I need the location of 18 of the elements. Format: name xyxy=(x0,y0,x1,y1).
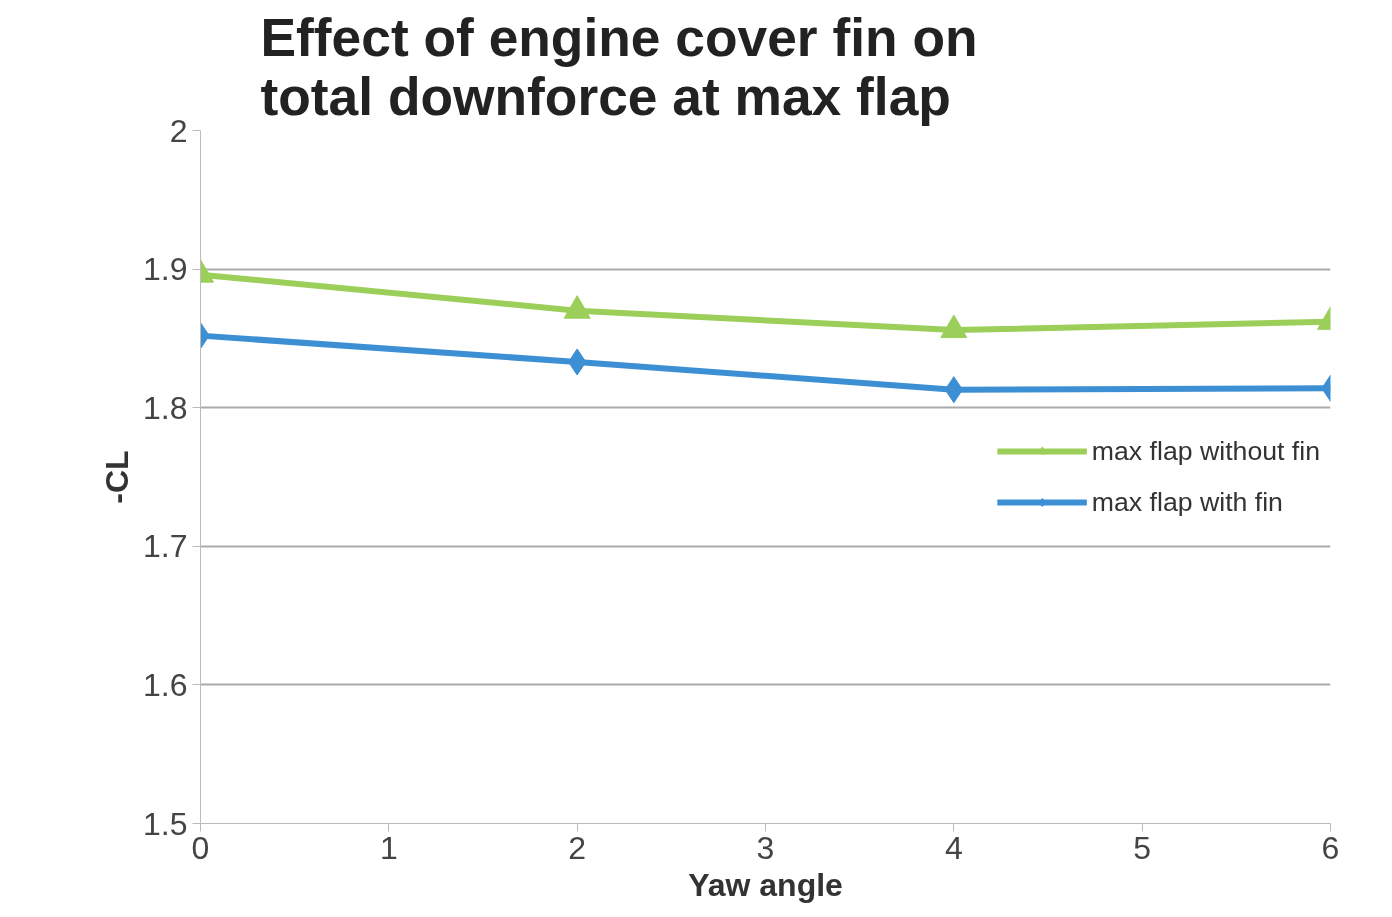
x-tick-label: 4 xyxy=(944,829,963,866)
x-tick-label: 6 xyxy=(1321,829,1340,866)
y-axis-title: -CL xyxy=(99,450,136,504)
y-tick-label: 1.5 xyxy=(143,805,188,842)
x-tick-label: 1 xyxy=(379,829,398,866)
y-tick-label: 1.8 xyxy=(143,389,188,426)
y-tick-label: 1.7 xyxy=(143,528,188,565)
x-tick-label: 0 xyxy=(191,829,210,866)
x-tick-label: 2 xyxy=(568,829,587,866)
y-tick-label: 1.6 xyxy=(143,666,188,703)
chart-title: Effect of engine cover fin on total downforce at max flap xyxy=(260,7,978,126)
y-tick-label: 2 xyxy=(169,112,188,149)
legend-label: max flap with fin xyxy=(1091,486,1283,518)
x-axis-title: Yaw angle xyxy=(688,866,843,903)
x-tick-label: 5 xyxy=(1133,829,1152,866)
legend-label: max flap without fin xyxy=(1091,435,1320,467)
x-tick-label: 3 xyxy=(756,829,775,866)
y-tick-label: 1.9 xyxy=(143,251,188,288)
